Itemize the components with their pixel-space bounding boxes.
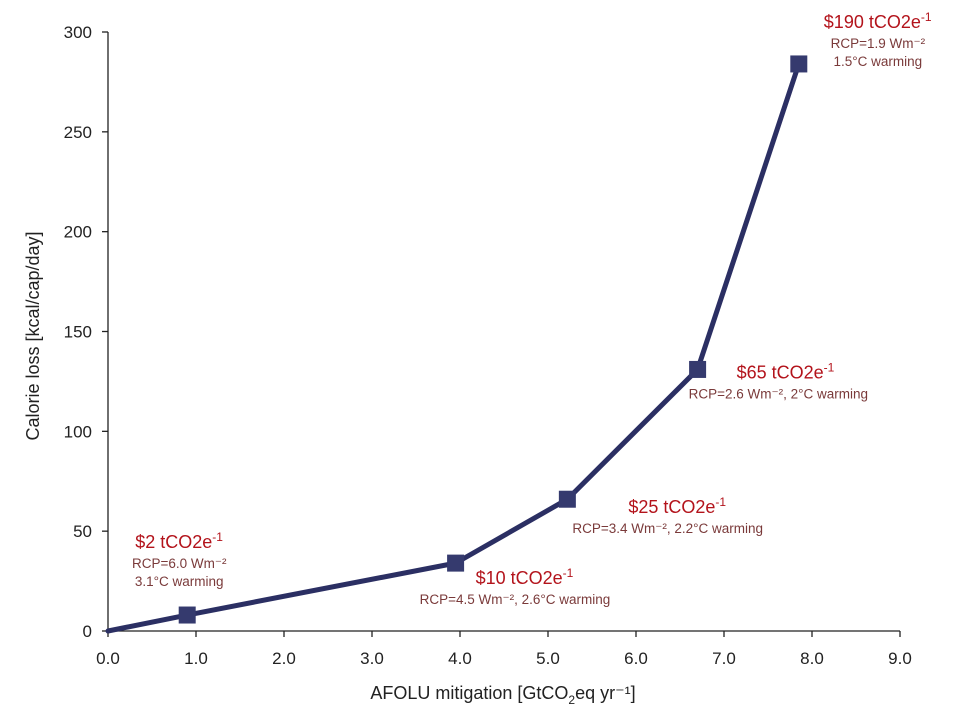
y-tick-label: 0 [83,622,92,641]
x-tick-label: 9.0 [888,649,912,668]
x-tick-label: 8.0 [800,649,824,668]
x-axis-title: AFOLU mitigation [GtCO2eq yr⁻¹] [370,683,635,707]
scenario-detail-label: RCP=4.5 Wm⁻², 2.6°C warming [420,592,611,607]
x-axis-title-subscript: 2 [568,693,575,707]
data-point-marker [689,360,707,378]
x-tick-label: 2.0 [272,649,296,668]
price-exponent: -1 [563,566,574,580]
y-ticks: 0 50 100 150 200 250 300 [64,23,108,641]
price-text: $25 tCO2e [628,497,715,517]
price-exponent: -1 [212,530,223,544]
scenario-detail-label: RCP=6.0 Wm⁻² [132,556,227,571]
price-text: $190 tCO2e [824,12,921,32]
y-tick-label: 200 [64,223,92,242]
x-tick-label: 7.0 [712,649,736,668]
scenario-detail-label: RCP=3.4 Wm⁻², 2.2°C warming [572,521,763,536]
series [105,55,808,634]
scenario-detail-label: RCP=2.6 Wm⁻², 2°C warming [689,386,868,401]
x-tick-label: 4.0 [448,649,472,668]
price-exponent: -1 [715,495,726,509]
y-tick-label: 150 [64,323,92,342]
data-point-marker [447,554,465,572]
price-label: $190 tCO2e-1 [824,10,932,32]
y-tick-label: 250 [64,123,92,142]
price-text: $65 tCO2e [737,362,824,382]
scenario-detail-label: RCP=1.9 Wm⁻² [831,36,926,51]
data-point-marker [790,55,808,73]
x-tick-label: 6.0 [624,649,648,668]
point-annotation: $190 tCO2e-1 RCP=1.9 Wm⁻² 1.5°C warming [824,10,932,69]
x-axis-title-prefix: AFOLU mitigation [GtCO [370,683,568,703]
price-label: $2 tCO2e-1 [135,530,223,552]
price-exponent: -1 [921,10,932,24]
data-point-marker [178,606,196,624]
x-ticks: 0.0 1.0 2.0 3.0 4.0 5.0 6.0 7.0 8.0 9.0 [96,631,912,668]
x-tick-label: 5.0 [536,649,560,668]
y-tick-label: 300 [64,23,92,42]
scenario-detail-label: 3.1°C warming [135,574,224,589]
scenario-detail-label: 1.5°C warming [833,54,922,69]
x-axis-title-suffix: eq yr⁻¹] [575,683,636,703]
y-axis-title: Calorie loss [kcal/cap/day] [23,231,43,440]
x-tick-label: 0.0 [96,649,120,668]
price-text: $2 tCO2e [135,532,212,552]
y-tick-label: 100 [64,422,92,441]
x-tick-label: 1.0 [184,649,208,668]
point-annotation: $65 tCO2e-1 RCP=2.6 Wm⁻², 2°C warming [689,360,868,401]
y-tick-label: 50 [73,522,92,541]
price-label: $25 tCO2e-1 [628,495,726,517]
point-annotation: $25 tCO2e-1 RCP=3.4 Wm⁻², 2.2°C warming [572,495,763,536]
price-text: $10 tCO2e [476,568,563,588]
series-line [105,61,802,634]
price-label: $65 tCO2e-1 [737,360,835,382]
price-exponent: -1 [824,360,835,374]
x-tick-label: 3.0 [360,649,384,668]
point-annotation: $10 tCO2e-1 RCP=4.5 Wm⁻², 2.6°C warming [420,566,611,607]
price-label: $10 tCO2e-1 [476,566,574,588]
data-point-marker [558,490,576,508]
point-annotation: $2 tCO2e-1 RCP=6.0 Wm⁻² 3.1°C warming [132,530,227,589]
